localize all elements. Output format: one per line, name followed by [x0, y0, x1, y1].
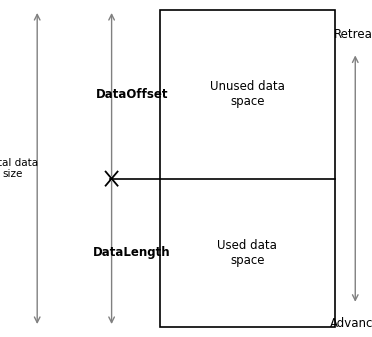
Text: Total data
size: Total data size [0, 158, 39, 179]
Text: Retreat: Retreat [333, 28, 372, 40]
Text: Used data
space: Used data space [218, 239, 277, 267]
Text: DataLength: DataLength [93, 246, 171, 259]
Text: Advance: Advance [330, 317, 372, 330]
Text: DataOffset: DataOffset [96, 88, 168, 101]
Text: Unused data
space: Unused data space [210, 80, 285, 109]
Bar [160, 10, 335, 327]
